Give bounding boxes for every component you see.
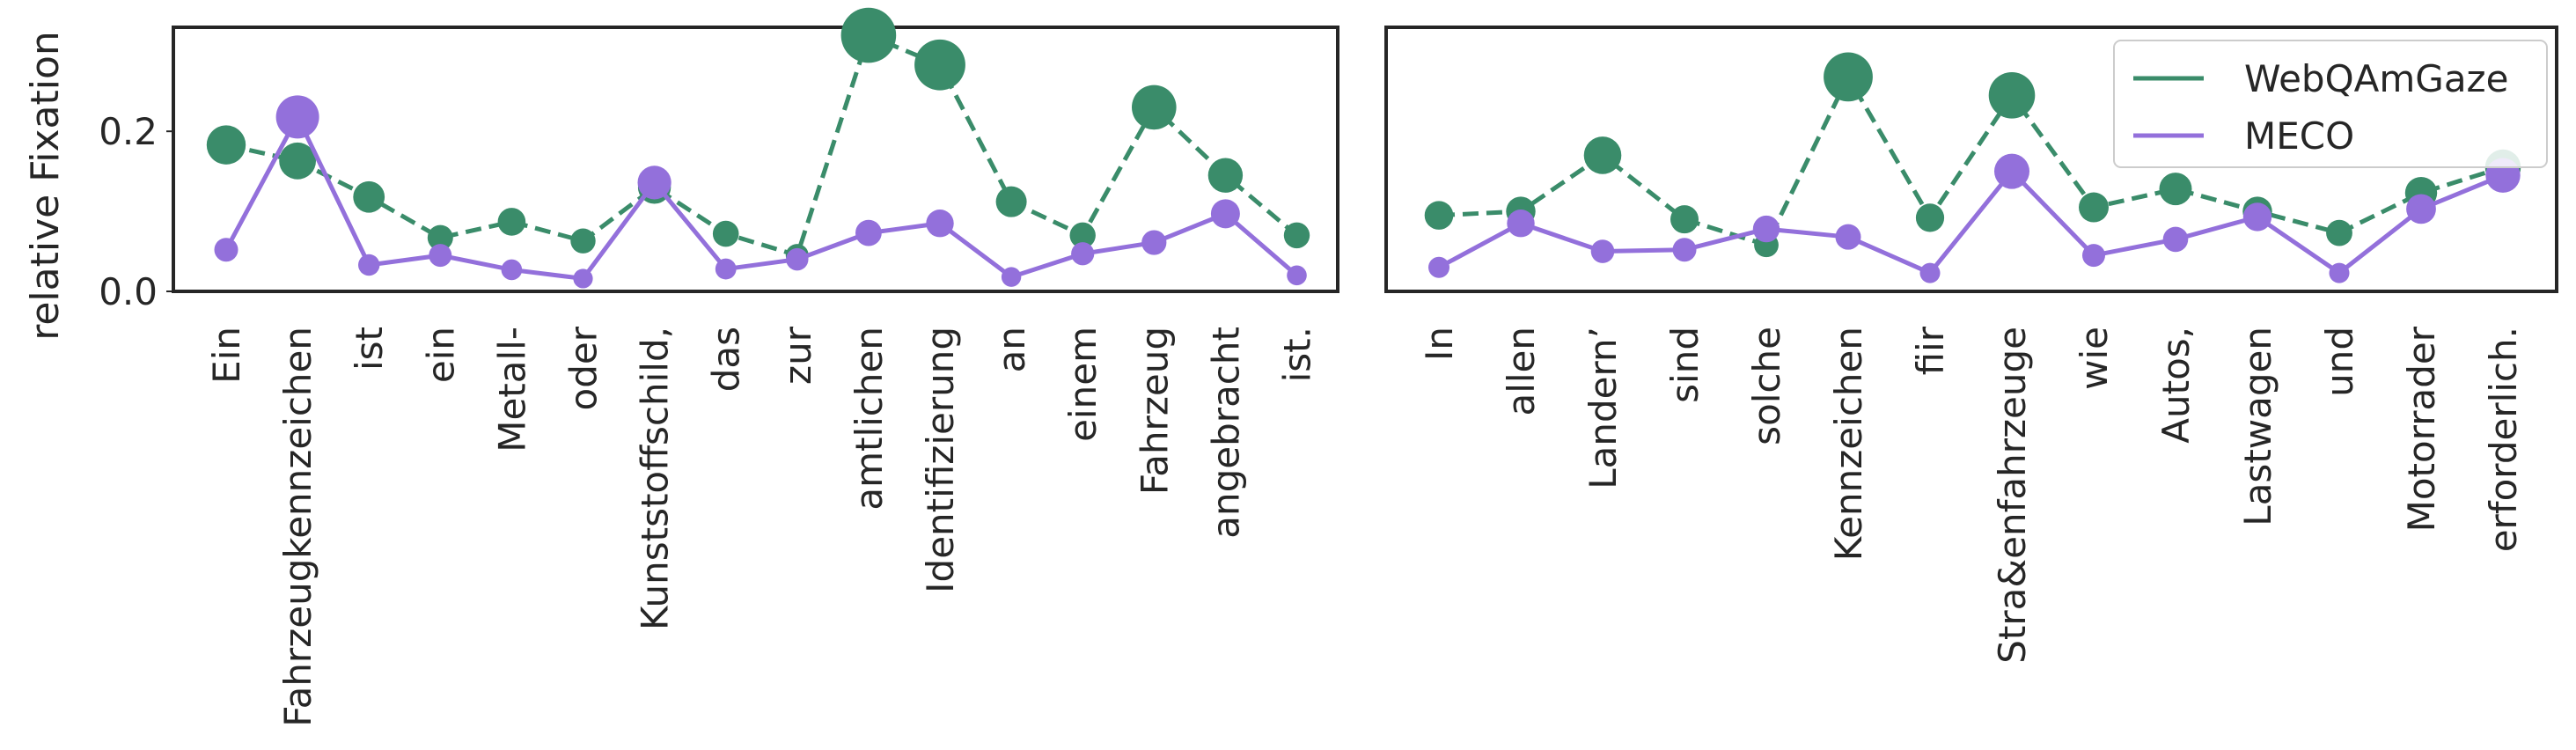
data-point [1283,222,1310,249]
x-tick-label: ist. [1276,327,1319,382]
data-point [1141,230,1167,255]
series-line-meco [224,114,1299,281]
data-point [995,186,1027,217]
data-point [1287,265,1307,286]
x-tick-label: zur [776,326,819,385]
x-tick-label: Lastwagen [2236,327,2279,526]
x-tick-label: und [2318,327,2361,397]
data-point [2326,219,2352,246]
x-tick-label: wie [2073,327,2116,390]
data-point [2079,192,2109,223]
data-point [501,259,523,281]
x-tick-label: erforderlich. [2482,327,2525,552]
data-point [570,228,596,254]
data-point [926,210,954,238]
chart-panel-2: In allen Landern’ sind solche Kennzeichen fiir… [1384,26,2558,664]
plot-frame [1384,26,2558,293]
data-point [1994,153,2029,189]
y-tick-label: 0.2 [99,110,158,153]
data-point [637,165,672,200]
data-point [1919,262,1941,283]
data-point [715,258,737,280]
data-point [429,244,452,268]
data-point [1424,201,1454,230]
data-point [427,224,453,251]
x-tick-label: angebracht [1204,327,1247,539]
data-point [1988,71,2036,119]
data-point [353,180,385,213]
x-tick-label: Fahrzeugkennzeichen [276,327,319,727]
x-tick-label: Autos, [2154,327,2198,444]
chart-panel-1: 0.0 0.2 relative Fixation Ein Fahrzeugkennze… [23,7,1339,727]
data-point [573,268,593,289]
y-axis-label: relative Fixation [23,31,68,341]
data-point [1835,224,1861,250]
x-tick-label: Kunststoffschild, [634,327,677,630]
legend-box [2113,40,2548,168]
data-point [840,7,897,63]
x-tick-label: das [705,327,748,392]
data-point [914,39,965,91]
x-tick-label: fiir [1909,326,1952,375]
data-point [712,220,739,247]
data-point [279,142,316,180]
data-point [1507,210,1535,238]
x-tick-label: sind [1663,327,1706,403]
data-point [214,238,239,262]
x-tick-label: ein [419,327,462,383]
data-point [1672,238,1697,262]
x-tick-label: allen [1500,327,1543,416]
data-point [2159,173,2192,206]
x-tick-label: Motorrader [2400,326,2443,532]
x-tick-label: Fahrzeug [1133,327,1176,495]
x-tick-label: Identifizierung [919,327,962,593]
data-point [2082,244,2105,268]
x-tick-label: einem [1061,327,1105,442]
x-tick-label: oder [562,326,605,410]
data-point [1590,239,1615,263]
data-point [206,125,246,165]
data-point [1752,215,1780,243]
data-point [1071,242,1095,266]
x-tick-label: Landern’ [1582,327,1625,489]
series-line-meco [1437,169,2504,276]
data-point [2406,194,2436,224]
y-tick-label: 0.0 [99,270,158,313]
plot-frame [172,26,1339,293]
data-point [786,247,809,271]
data-point [1207,158,1244,193]
data-point [2162,226,2189,253]
x-tick-label: Kennzeichen [1827,327,1870,561]
data-point [855,219,882,246]
data-point [358,254,380,276]
data-point [1069,222,1096,249]
x-tick-label: Stra&enfahrzeuge [1991,327,2034,664]
data-point [497,208,526,236]
data-point [1915,203,1945,232]
data-point [1210,199,1240,229]
series-line-webqamgaze [225,33,1299,258]
x-tick-label: ist [348,327,391,371]
legend-label: MECO [2244,114,2354,158]
data-point [1001,267,1022,287]
legend-label: WebQAmGaze [2244,57,2508,100]
x-tick-label: an [990,327,1033,372]
x-tick-label: Metall- [490,327,533,452]
data-point [1824,52,1873,102]
data-point [1132,85,1177,130]
x-tick-label: solche [1745,327,1788,445]
data-point [1428,256,1449,278]
data-point [1670,205,1699,234]
x-tick-label: Ein [205,327,248,384]
x-tick-label: amtlichen [848,327,891,511]
data-point [2242,202,2272,232]
data-point [275,95,319,139]
data-point [2329,262,2350,283]
data-point [1583,136,1622,174]
x-tick-label: In [1418,327,1461,361]
